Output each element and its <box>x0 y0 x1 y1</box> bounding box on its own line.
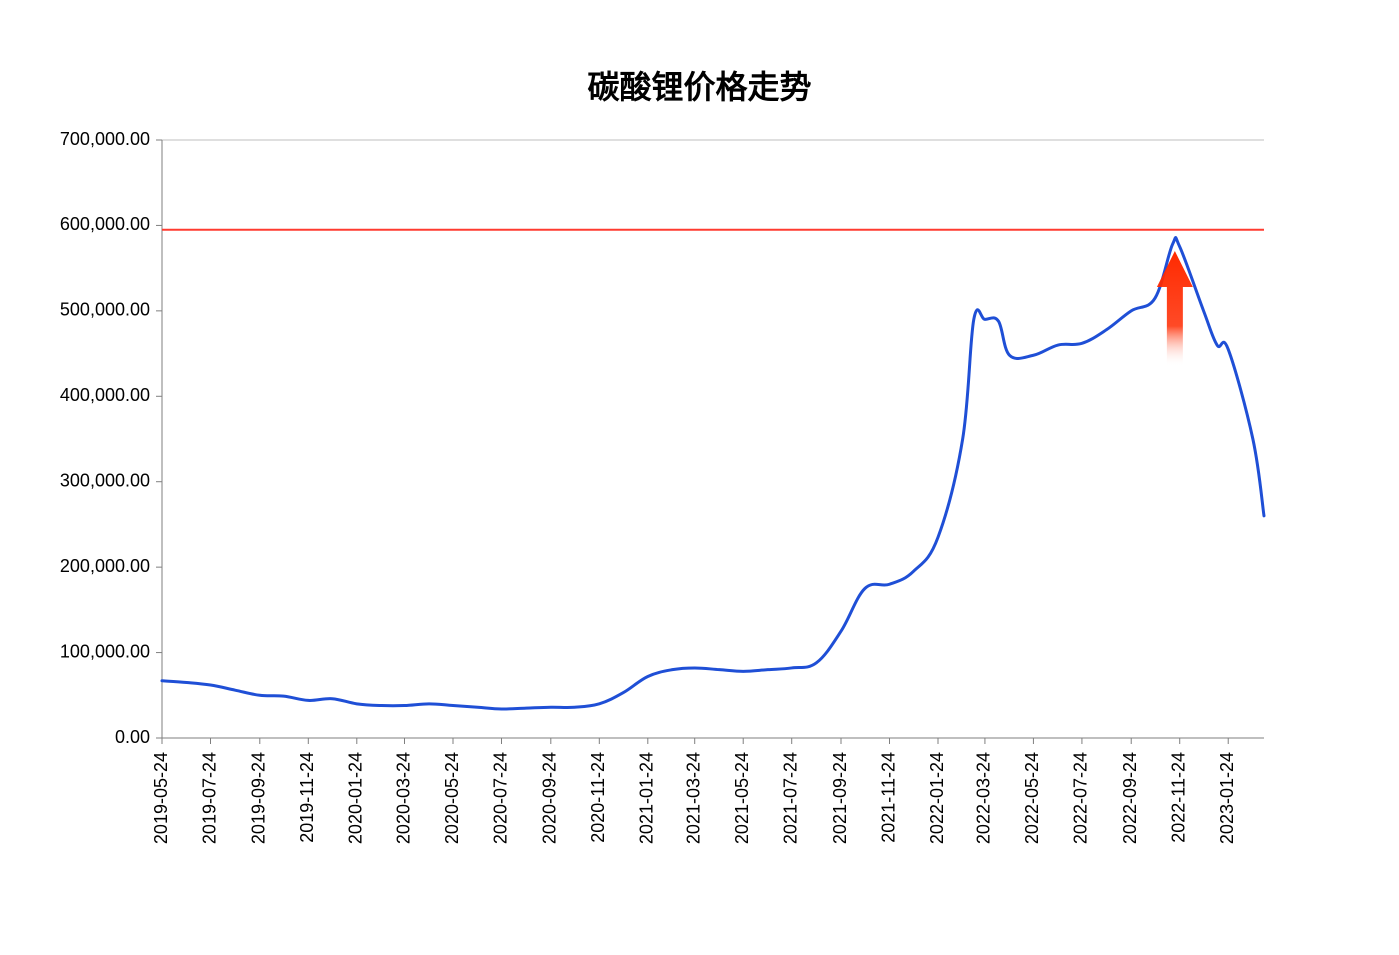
x-tick-label: 2020-01-24 <box>346 752 366 844</box>
y-tick-label: 600,000.00 <box>60 214 150 234</box>
x-tick-label: 2022-01-24 <box>927 752 947 844</box>
line-chart: 0.00 100,000.00 200,000.00 300,000.00 400,00… <box>0 0 1399 955</box>
x-tick-label: 2022-03-24 <box>974 752 994 844</box>
y-tick-label: 500,000.00 <box>60 300 150 320</box>
y-tick-label: 200,000.00 <box>60 556 150 576</box>
x-tick-label: 2021-01-24 <box>637 752 657 844</box>
x-tick-label: 2020-03-24 <box>393 752 413 844</box>
x-tick-label: 2022-05-24 <box>1022 752 1042 844</box>
x-tick-label: 2021-03-24 <box>683 752 703 844</box>
chart-title: 碳酸锂价格走势 <box>0 62 1399 108</box>
x-tick-label: 2021-11-24 <box>878 752 898 843</box>
chart-container: 碳酸锂价格走势 0.00 100,000.00 200,000.00 300,000.… <box>0 0 1399 955</box>
x-tick-label: 2019-07-24 <box>199 752 219 844</box>
x-tick-label: 2021-09-24 <box>830 752 850 844</box>
y-tick-label: 400,000.00 <box>60 385 150 405</box>
y-tick-label: 100,000.00 <box>60 641 150 661</box>
x-tick-label: 2022-07-24 <box>1071 752 1091 844</box>
y-tick-label: 700,000.00 <box>60 129 150 149</box>
x-tick-label: 2019-11-24 <box>297 752 317 843</box>
x-tick-label: 2022-09-24 <box>1120 752 1140 844</box>
x-tick-label: 2020-11-24 <box>588 752 608 843</box>
x-tick-label: 2022-11-24 <box>1168 752 1188 843</box>
x-tick-label: 2020-07-24 <box>490 752 510 844</box>
x-tick-label: 2021-07-24 <box>780 752 800 844</box>
x-tick-label: 2021-05-24 <box>732 752 752 844</box>
x-tick-label: 2020-05-24 <box>442 752 462 844</box>
x-tick-label: 2020-09-24 <box>540 752 560 844</box>
x-tick-label: 2019-05-24 <box>151 752 171 844</box>
x-tick-label: 2019-09-24 <box>249 752 269 844</box>
x-tick-label: 2023-01-24 <box>1217 752 1237 844</box>
y-tick-label: 0.00 <box>115 727 150 747</box>
y-tick-label: 300,000.00 <box>60 470 150 490</box>
